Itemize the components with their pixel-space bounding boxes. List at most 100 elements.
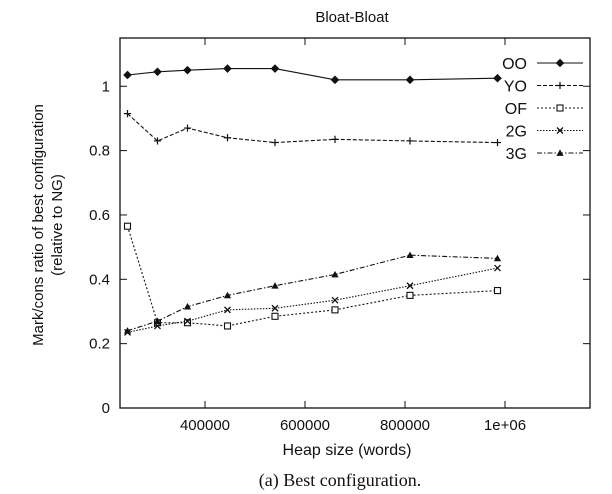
x-tick-label: 1e+06	[484, 417, 526, 434]
data-point-2g	[406, 282, 414, 290]
legend-label-2g: 2G	[506, 124, 527, 141]
x-tick-label: 600000	[280, 417, 330, 434]
plot-area: 400000 600000 800000 1e+06 0 0.2 0.4 0.6 0.8 1 OO Y…	[89, 37, 591, 434]
data-point-yo	[223, 134, 232, 142]
marker-diamond	[270, 64, 280, 73]
marker-diamond	[330, 75, 340, 85]
marker-plus	[123, 110, 132, 118]
series-line-oo	[127, 68, 498, 81]
data-point-oo	[123, 70, 132, 80]
marker-plus	[223, 134, 232, 142]
marker-diamond	[405, 75, 415, 85]
data-point-2g	[271, 304, 279, 312]
data-point-3g	[223, 291, 232, 299]
data-point-of	[223, 322, 232, 330]
data-point-of	[123, 222, 132, 230]
marker-square	[556, 104, 564, 112]
marker-diamond	[223, 64, 232, 73]
data-point-2g	[184, 317, 191, 325]
marker-plus	[556, 81, 564, 90]
data-point-of	[493, 287, 502, 295]
marker-diamond	[153, 67, 162, 77]
x-tick-label: 400000	[180, 417, 230, 434]
data-point-yo	[123, 110, 132, 118]
data-point-oo	[183, 65, 192, 75]
plot-frame	[119, 37, 591, 409]
marker-square	[123, 222, 132, 230]
data-point-3g	[406, 251, 414, 259]
data-point-oo	[223, 64, 232, 73]
data-point-of	[406, 291, 414, 299]
data-point-2g	[494, 264, 501, 272]
figure-caption: (a) Best configuration.	[259, 470, 421, 491]
marker-triangle	[223, 291, 232, 299]
data-point-yo	[406, 137, 414, 145]
data-point-yo	[493, 138, 502, 147]
legend-label-oo: OO	[502, 56, 527, 73]
legend-label-of: OF	[505, 101, 527, 118]
y-tick-label: 0.2	[89, 336, 110, 353]
marker-square	[331, 306, 339, 314]
marker-plus	[406, 137, 414, 145]
data-point-oo	[330, 75, 340, 85]
marker-plus	[493, 138, 502, 147]
data-point-3g	[331, 270, 339, 278]
x-tick-label: 800000	[380, 417, 430, 434]
legend-marker-of	[556, 104, 564, 112]
chart-title: Bloat-Bloat	[315, 9, 389, 26]
marker-plus	[183, 124, 192, 132]
marker-square	[223, 322, 232, 330]
data-point-3g	[183, 303, 192, 310]
marker-triangle	[493, 254, 502, 262]
data-point-of	[271, 312, 279, 320]
legend-marker-oo	[555, 58, 565, 68]
marker-triangle	[153, 317, 162, 325]
series-line-2g	[127, 267, 498, 333]
marker-plus	[331, 135, 339, 143]
y-tick-label: 0.8	[89, 143, 110, 160]
y-tick-label: 0.6	[89, 207, 110, 224]
legend-label-yo: YO	[504, 79, 527, 96]
data-point-yo	[153, 137, 162, 145]
marker-cross	[184, 317, 191, 325]
data-point-oo	[153, 67, 162, 77]
marker-plus	[271, 138, 279, 147]
data-point-2g	[224, 306, 231, 314]
data-point-oo	[493, 73, 502, 83]
y-tick-label: 0	[102, 400, 110, 417]
y-axis-title-line-2: (relative to NG)	[49, 174, 66, 276]
series-line-of	[126, 226, 498, 327]
marker-cross	[224, 306, 231, 314]
data-point-oo	[270, 64, 280, 73]
data-point-yo	[331, 135, 339, 143]
marker-cross	[331, 296, 339, 304]
marker-diamond	[183, 65, 192, 75]
legend-marker-2g	[556, 127, 564, 134]
data-point-yo	[183, 124, 192, 132]
marker-triangle	[406, 251, 414, 259]
marker-square	[493, 287, 502, 295]
marker-plus	[153, 137, 162, 145]
data-point-of	[183, 319, 192, 327]
marker-cross	[494, 264, 501, 272]
data-point-3g	[123, 327, 132, 334]
legend-label-3g: 3G	[506, 146, 527, 163]
marker-triangle	[271, 282, 279, 289]
marker-triangle	[556, 149, 564, 156]
data-point-3g	[271, 282, 279, 289]
marker-square	[271, 312, 279, 320]
data-point-oo	[405, 75, 415, 85]
marker-cross	[406, 282, 414, 290]
data-point-2g	[331, 296, 339, 304]
series-line-3g	[127, 254, 498, 332]
marker-triangle	[183, 303, 192, 310]
data-point-of	[331, 306, 339, 314]
marker-diamond	[123, 70, 132, 80]
y-tick-label: 1	[102, 78, 110, 95]
data-point-3g	[153, 317, 162, 325]
data-point-3g	[493, 254, 502, 262]
y-axis-title-line-1: Mark/cons ratio of best configuration	[30, 104, 47, 346]
series-line-yo	[127, 113, 498, 144]
y-tick-label: 0.4	[89, 271, 110, 288]
